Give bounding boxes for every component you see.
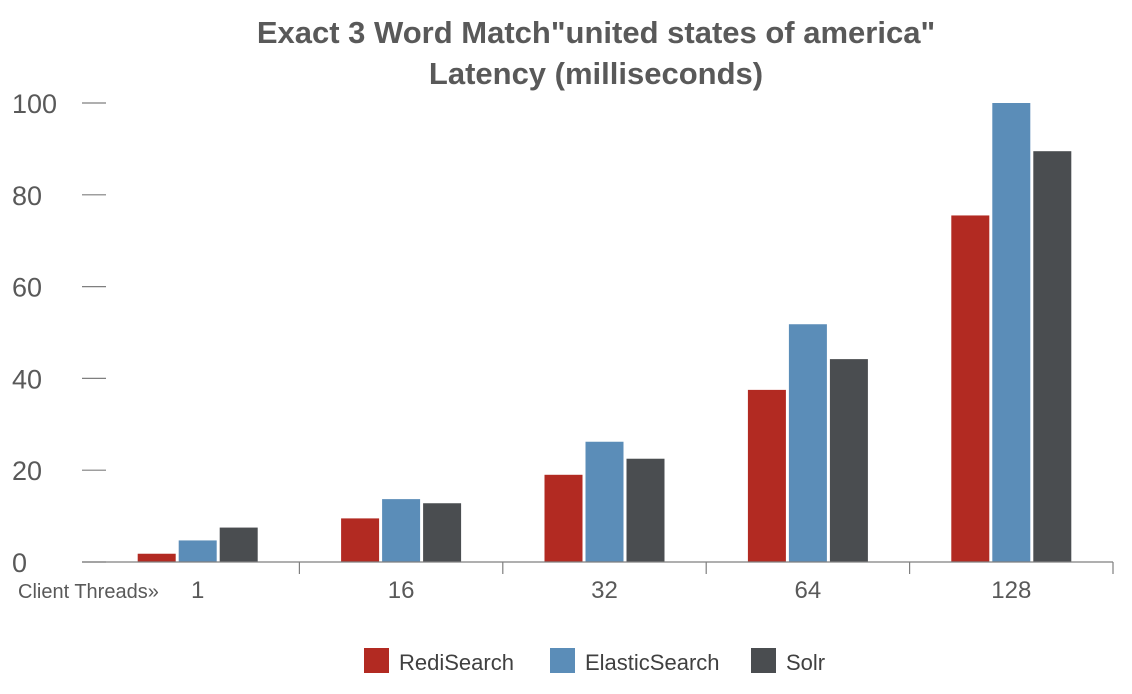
x-axis: Client Threads» 1 16 32 64 128 xyxy=(18,561,1114,604)
legend-swatch xyxy=(751,648,776,673)
legend-swatch xyxy=(364,648,389,673)
legend-label: Solr xyxy=(786,650,825,675)
chart-title: Exact 3 Word Match"united states of amer… xyxy=(257,15,935,50)
legend-label: RediSearch xyxy=(399,650,514,675)
bar-solr-32 xyxy=(626,458,665,562)
y-tick-label: 100 xyxy=(12,89,57,119)
bar-solr-64 xyxy=(829,359,868,562)
bar-elasticsearch-128 xyxy=(992,103,1031,562)
legend-label: ElasticSearch xyxy=(585,650,720,675)
bar-solr-1 xyxy=(219,527,258,562)
x-tick-label: 32 xyxy=(591,577,618,604)
x-tick-label: 16 xyxy=(388,577,415,604)
y-tick-label: 40 xyxy=(12,364,42,394)
legend-swatch xyxy=(550,648,575,673)
bar-solr-16 xyxy=(423,503,462,562)
bar-redisearch-1 xyxy=(137,553,176,562)
legend-item-redisearch: RediSearch xyxy=(364,648,514,675)
bar-elasticsearch-16 xyxy=(382,499,421,562)
x-tick-label: 128 xyxy=(991,577,1031,604)
bar-elasticsearch-64 xyxy=(788,324,827,562)
chart-subtitle: Latency (milliseconds) xyxy=(429,56,763,91)
x-tick-label: 64 xyxy=(795,577,822,604)
x-tick-label: 1 xyxy=(191,577,204,604)
bar-solr-128 xyxy=(1033,151,1072,562)
legend: RediSearch ElasticSearch Solr xyxy=(364,648,825,675)
y-axis: 0 20 40 60 80 100 xyxy=(12,89,106,578)
bar-redisearch-64 xyxy=(747,389,786,562)
bar-redisearch-32 xyxy=(544,474,583,562)
y-tick-label: 60 xyxy=(12,273,42,303)
y-tick-label: 20 xyxy=(12,456,42,486)
legend-item-solr: Solr xyxy=(751,648,825,675)
bar-elasticsearch-1 xyxy=(178,540,217,562)
legend-item-elasticsearch: ElasticSearch xyxy=(550,648,720,675)
bar-elasticsearch-32 xyxy=(585,441,624,562)
y-tick-label: 0 xyxy=(12,548,27,578)
bar-redisearch-16 xyxy=(341,518,380,562)
bar-redisearch-128 xyxy=(951,215,990,562)
x-axis-label: Client Threads» xyxy=(18,581,159,603)
bars-group xyxy=(137,103,1072,562)
y-tick-label: 80 xyxy=(12,181,42,211)
